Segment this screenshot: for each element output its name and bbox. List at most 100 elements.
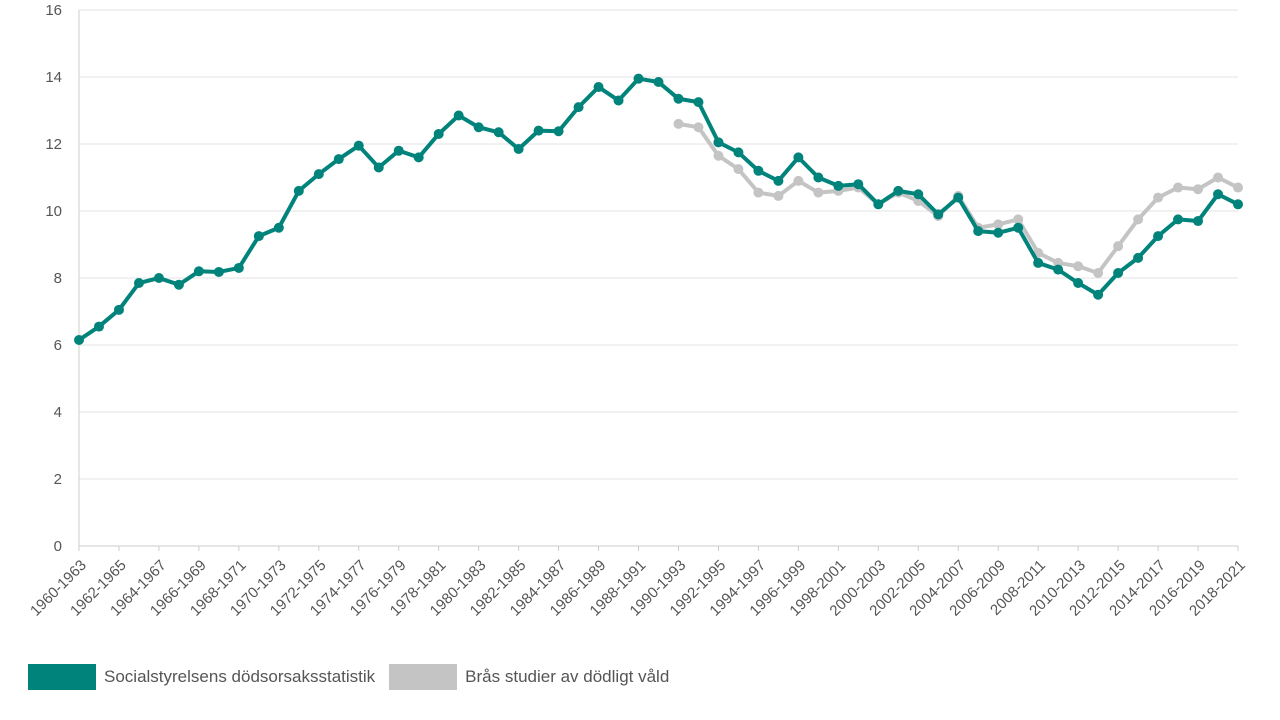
data-point [133,278,144,289]
data-point [113,304,124,315]
y-tick-label: 10 [45,203,62,220]
data-point [1113,241,1124,252]
legend-label-series-1: Socialstyrelsens dödsorsaksstatistik [104,667,376,686]
data-point [1193,184,1204,195]
data-point [733,147,744,158]
data-point [893,185,904,196]
data-point [833,180,844,191]
data-point [993,219,1004,230]
data-point [293,185,304,196]
data-point [393,145,404,156]
data-point [793,152,804,163]
data-point [413,152,424,163]
data-point [793,175,804,186]
data-point [753,187,764,198]
series-line-1 [77,76,1240,342]
data-point [1013,214,1024,225]
legend-item-series-1: Socialstyrelsens dödsorsaksstatistik [28,664,375,690]
data-point [373,162,384,173]
y-tick-label: 8 [54,270,62,287]
data-point [1073,278,1084,289]
data-point [773,190,784,201]
data-point [493,127,504,138]
data-point [1173,182,1184,193]
data-point [233,262,244,273]
data-point [713,150,724,161]
data-point [1153,192,1164,203]
y-tick-label: 0 [54,538,62,555]
data-point [1173,214,1184,225]
data-point [1053,264,1064,275]
data-point [933,209,944,220]
data-point [973,226,984,237]
data-point [1213,189,1224,200]
data-point [333,154,344,165]
data-point [773,175,784,186]
data-point [533,125,544,136]
data-point [453,110,464,121]
data-point [313,169,324,180]
legend: Socialstyrelsens dödsorsaksstatistik Brå… [28,664,683,690]
data-point [273,222,284,233]
data-point [1213,172,1224,183]
data-point [913,189,924,200]
data-point [1033,257,1044,268]
y-tick-label: 12 [45,136,62,153]
legend-swatch-series-1 [28,664,96,690]
data-point [613,95,624,106]
data-point [1193,216,1204,227]
data-point [353,140,364,151]
data-point [1093,267,1104,278]
legend-label-series-2: Brås studier av dödligt våld [465,667,670,686]
data-point [473,122,484,133]
y-tick-label: 6 [54,337,62,354]
data-point [813,172,824,183]
data-point [1073,261,1084,272]
data-point [253,231,264,242]
data-point [673,93,684,104]
data-point [573,102,584,113]
data-point [733,164,744,175]
data-point [693,97,704,108]
data-point [693,122,704,133]
data-point [1233,199,1243,210]
data-point [953,192,964,203]
data-point [813,187,824,198]
data-point [553,126,564,137]
legend-swatch-series-2 [389,664,458,690]
data-point [74,334,84,345]
data-point [193,266,204,277]
data-point [1233,182,1243,193]
data-point [513,144,524,155]
data-point [853,179,864,190]
y-tick-label: 14 [45,69,62,86]
data-point [1133,252,1144,263]
y-tick-label: 16 [45,2,62,19]
x-axis: 1960-19631962-19651964-19671966-19691968… [27,546,1249,620]
data-point [1133,214,1144,225]
data-point [433,128,444,139]
legend-item-series-2: Brås studier av dödligt våld [389,664,669,690]
data-point [1013,222,1024,233]
data-point [713,137,724,148]
data-point [753,165,764,176]
data-point [213,266,224,277]
data-point [1093,289,1104,300]
series-1 [74,73,1243,345]
data-point [993,227,1004,238]
data-point [153,273,164,283]
data-point [653,77,664,88]
data-point [673,118,684,129]
data-point [593,82,604,93]
data-point [1113,267,1124,278]
y-tick-label: 2 [54,471,62,488]
data-point [93,321,104,332]
data-point [633,73,644,84]
series-layer [74,73,1243,345]
grid-lines [79,9,1238,547]
y-axis: 0 2 4 6 8 10 12 14 16 [45,2,80,555]
data-point [1153,231,1164,242]
data-point [873,199,884,210]
data-point [173,279,184,290]
